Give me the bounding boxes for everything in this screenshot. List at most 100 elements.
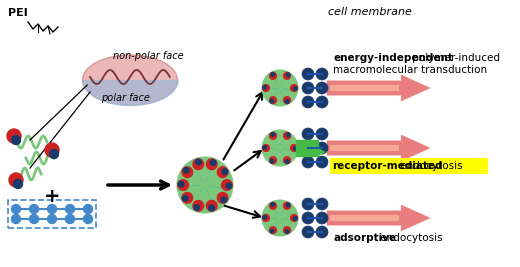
Circle shape xyxy=(177,157,233,213)
Circle shape xyxy=(291,215,297,221)
Circle shape xyxy=(283,72,291,79)
Circle shape xyxy=(294,87,297,90)
Circle shape xyxy=(211,160,216,165)
Circle shape xyxy=(269,97,277,104)
Circle shape xyxy=(209,205,214,211)
Circle shape xyxy=(302,198,314,210)
Circle shape xyxy=(263,144,269,151)
Circle shape xyxy=(316,82,328,94)
Circle shape xyxy=(206,159,217,170)
Circle shape xyxy=(302,96,314,108)
Circle shape xyxy=(263,85,269,91)
Circle shape xyxy=(262,70,298,106)
Polygon shape xyxy=(330,85,399,91)
Circle shape xyxy=(316,212,328,224)
Circle shape xyxy=(287,203,290,207)
Circle shape xyxy=(178,180,188,190)
Circle shape xyxy=(285,230,289,233)
Circle shape xyxy=(269,227,277,234)
Polygon shape xyxy=(327,205,430,231)
Text: macromolecular transduction: macromolecular transduction xyxy=(333,65,487,75)
Circle shape xyxy=(206,201,217,211)
Circle shape xyxy=(302,68,314,80)
Circle shape xyxy=(271,73,275,76)
Circle shape xyxy=(263,146,266,149)
Text: adsorptive: adsorptive xyxy=(333,233,396,243)
Circle shape xyxy=(84,205,93,214)
Polygon shape xyxy=(330,145,399,151)
Circle shape xyxy=(269,132,277,139)
Circle shape xyxy=(283,132,291,139)
Circle shape xyxy=(302,212,314,224)
Circle shape xyxy=(263,215,269,221)
Circle shape xyxy=(269,202,277,209)
Circle shape xyxy=(316,68,328,80)
Bar xyxy=(330,158,488,174)
Circle shape xyxy=(66,205,74,214)
Text: receptor-mediated: receptor-mediated xyxy=(332,161,443,171)
Circle shape xyxy=(283,227,291,234)
Circle shape xyxy=(47,214,57,223)
Text: energy-independent: energy-independent xyxy=(333,53,453,63)
Circle shape xyxy=(7,129,21,143)
Circle shape xyxy=(30,214,38,223)
Bar xyxy=(8,200,96,228)
Text: polymer-induced: polymer-induced xyxy=(409,53,500,63)
Circle shape xyxy=(302,156,314,168)
Circle shape xyxy=(11,135,20,144)
Circle shape xyxy=(193,201,203,211)
Circle shape xyxy=(11,214,20,223)
Text: PEI: PEI xyxy=(8,8,28,18)
Text: endocytosis: endocytosis xyxy=(397,161,463,171)
Circle shape xyxy=(183,195,188,201)
Circle shape xyxy=(182,193,192,203)
Circle shape xyxy=(302,82,314,94)
Ellipse shape xyxy=(83,55,177,105)
Circle shape xyxy=(66,214,74,223)
Circle shape xyxy=(269,72,277,79)
Circle shape xyxy=(194,205,200,210)
Circle shape xyxy=(49,150,58,159)
Circle shape xyxy=(9,173,23,187)
Text: +: + xyxy=(44,187,60,206)
Circle shape xyxy=(316,198,328,210)
Circle shape xyxy=(47,205,57,214)
Circle shape xyxy=(269,157,277,164)
Circle shape xyxy=(222,169,228,174)
Circle shape xyxy=(285,160,289,163)
Circle shape xyxy=(283,157,291,164)
Circle shape xyxy=(221,197,227,203)
Circle shape xyxy=(291,85,297,91)
Circle shape xyxy=(287,133,290,137)
Circle shape xyxy=(302,142,314,154)
Circle shape xyxy=(262,130,298,166)
Circle shape xyxy=(45,143,59,157)
Circle shape xyxy=(30,205,38,214)
Polygon shape xyxy=(330,215,399,221)
Circle shape xyxy=(316,156,328,168)
Circle shape xyxy=(217,167,228,178)
Circle shape xyxy=(283,97,291,104)
Circle shape xyxy=(263,216,266,219)
Text: endocytosis: endocytosis xyxy=(377,233,443,243)
Circle shape xyxy=(302,226,314,238)
Circle shape xyxy=(316,128,328,140)
Circle shape xyxy=(267,205,293,231)
Circle shape xyxy=(270,229,274,233)
Circle shape xyxy=(184,167,189,173)
Circle shape xyxy=(196,159,201,165)
Circle shape xyxy=(226,183,232,189)
Bar xyxy=(296,140,318,156)
Circle shape xyxy=(193,159,203,170)
Circle shape xyxy=(263,86,266,89)
Text: non-polar face: non-polar face xyxy=(113,51,184,61)
Circle shape xyxy=(287,73,290,77)
Circle shape xyxy=(270,159,274,163)
Circle shape xyxy=(267,75,293,101)
Circle shape xyxy=(262,200,298,236)
Polygon shape xyxy=(327,75,430,101)
Circle shape xyxy=(294,147,297,150)
Circle shape xyxy=(217,193,228,203)
Circle shape xyxy=(316,226,328,238)
Circle shape xyxy=(291,144,297,151)
